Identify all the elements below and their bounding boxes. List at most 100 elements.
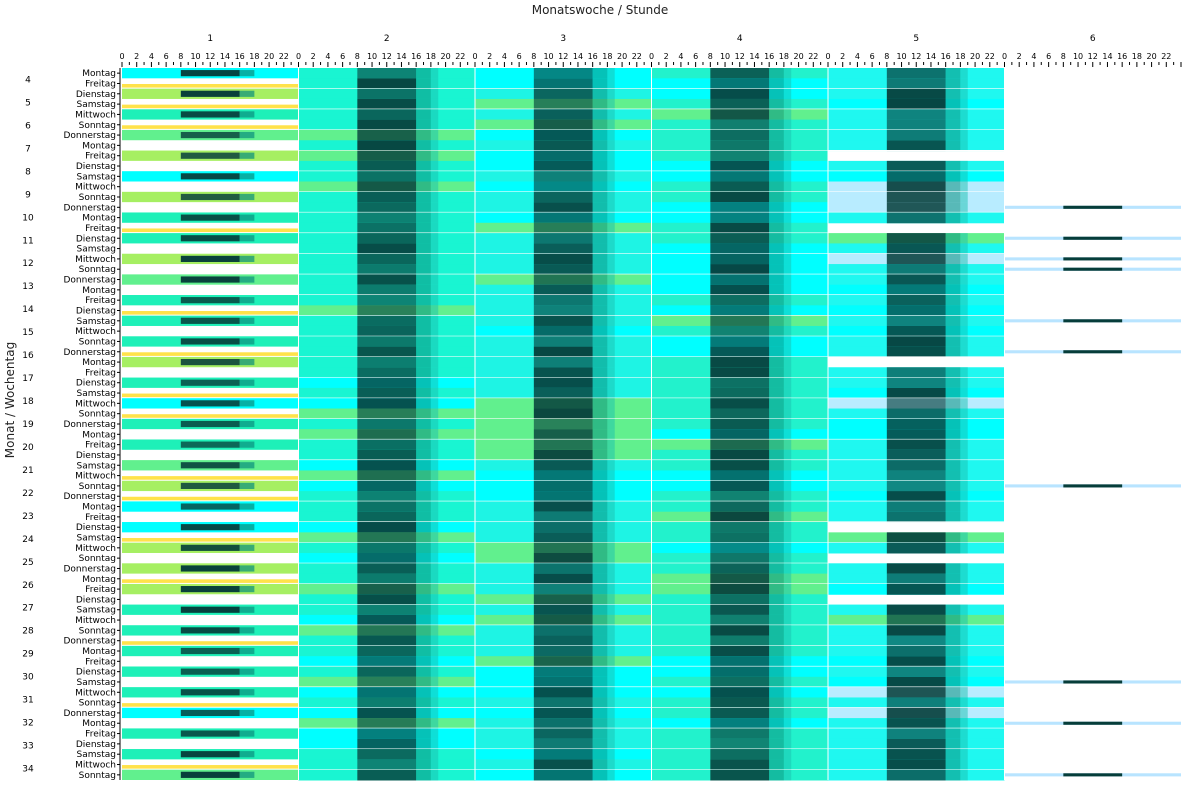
heatmap-cell [886,233,946,244]
heatmap-cell [960,480,968,492]
heatmap-cell [357,119,417,131]
heatmap-cell [416,78,431,90]
heatmap-cell [886,88,946,100]
heatmap-cell [592,583,608,595]
heatmap-cell [960,274,968,286]
heatmap-cell [430,181,439,193]
heatmap-cell [945,563,961,575]
heatmap-cell [592,346,608,358]
heatmap-cell [710,604,770,616]
heatmap-cell [886,491,946,502]
heatmap-cell [945,78,961,90]
hour-tick-label: 0 [119,52,124,61]
heatmap-cell [239,173,255,180]
heatmap-cell [769,604,784,616]
heatmap-cell [607,233,615,244]
heatmap-cell [710,191,770,203]
hour-tick-label: 10 [367,52,377,61]
heatmap-cell [416,171,431,183]
heatmap-cell [533,88,593,100]
heatmap-cell [533,697,593,709]
heatmap-cell [180,152,240,159]
heatmap-cell [960,181,968,193]
heatmap-cell [607,202,615,213]
month-label: 33 [22,742,33,752]
hour-tick-label: 4 [149,52,154,61]
heatmap-cell [416,429,431,440]
hour-tick-label: 22 [1161,52,1171,61]
heatmap-cell [239,276,255,283]
heatmap-cell [607,284,615,296]
heatmap-cell [592,501,608,513]
heatmap-cell [710,181,770,193]
heatmap-cell [607,645,615,657]
heatmap-cell [430,460,439,471]
week-label: 6 [1090,34,1096,44]
heatmap-cell [960,233,968,244]
heatmap-cell [357,532,417,544]
heatmap-cell [416,233,431,244]
heatmap-cell [945,449,961,461]
heatmap-cell [239,462,255,469]
heatmap-cell [960,315,968,327]
heatmap-cell [416,583,431,595]
heatmap-cell [607,98,615,110]
heatmap-cell [769,150,784,162]
heatmap-cell [607,264,615,275]
heatmap-cell [592,253,608,265]
heatmap-cell [592,625,608,637]
heatmap-cell [416,522,431,533]
heatmap-cell [945,707,961,719]
heatmap-cell [239,544,255,551]
heatmap-cell [960,109,968,121]
heatmap-cell [886,315,946,327]
heatmap-cell [783,449,792,461]
heatmap-cell [416,346,431,358]
heatmap-cell [886,202,946,213]
month-label: 6 [25,121,31,131]
heatmap-cell [430,718,439,729]
heatmap-cell [239,751,255,758]
heatmap-cell [886,501,946,513]
heatmap-cell [710,687,770,698]
heatmap-cell [533,140,593,152]
heatmap-cell [180,235,240,242]
heatmap-cell [960,470,968,482]
heatmap-cell [357,439,417,451]
month-label: 24 [22,535,34,545]
heatmap-cell [945,645,961,657]
heatmap-cell [180,379,240,386]
heatmap-cell [960,439,968,451]
heatmap-cell [357,336,417,348]
weekday-label: Donnerstag [63,420,116,430]
heatmap-cell [239,420,255,428]
heatmap-cell [783,387,792,399]
heatmap-cell [710,387,770,399]
heatmap-cell [430,707,439,719]
heatmap-cell [960,749,968,760]
heatmap-cell [769,109,784,121]
heatmap-cell [886,439,946,451]
heatmap-cell [945,573,961,585]
heatmap-cell [592,656,608,667]
heatmap-cell [430,315,439,327]
heatmap-cell [357,480,417,492]
heatmap-cell [783,171,792,183]
heatmap-cell [769,552,784,564]
heatmap-cell [769,98,784,110]
month-label: 34 [22,765,34,775]
heatmap-cell [180,627,240,634]
heatmap-cell [357,212,417,224]
heatmap-cell [945,191,961,203]
heatmap-cell [783,398,792,410]
heatmap-cell [945,88,961,100]
heatmap-cell [416,98,431,110]
heatmap-cell [945,274,961,286]
heatmap-cell [180,193,240,201]
heatmap-cell [416,769,431,781]
heatmap-cell [769,418,784,430]
heatmap-cell [769,769,784,781]
heatmap-cell [592,449,608,461]
heatmap-cell [533,542,593,554]
hour-tick-label: 14 [220,52,230,61]
